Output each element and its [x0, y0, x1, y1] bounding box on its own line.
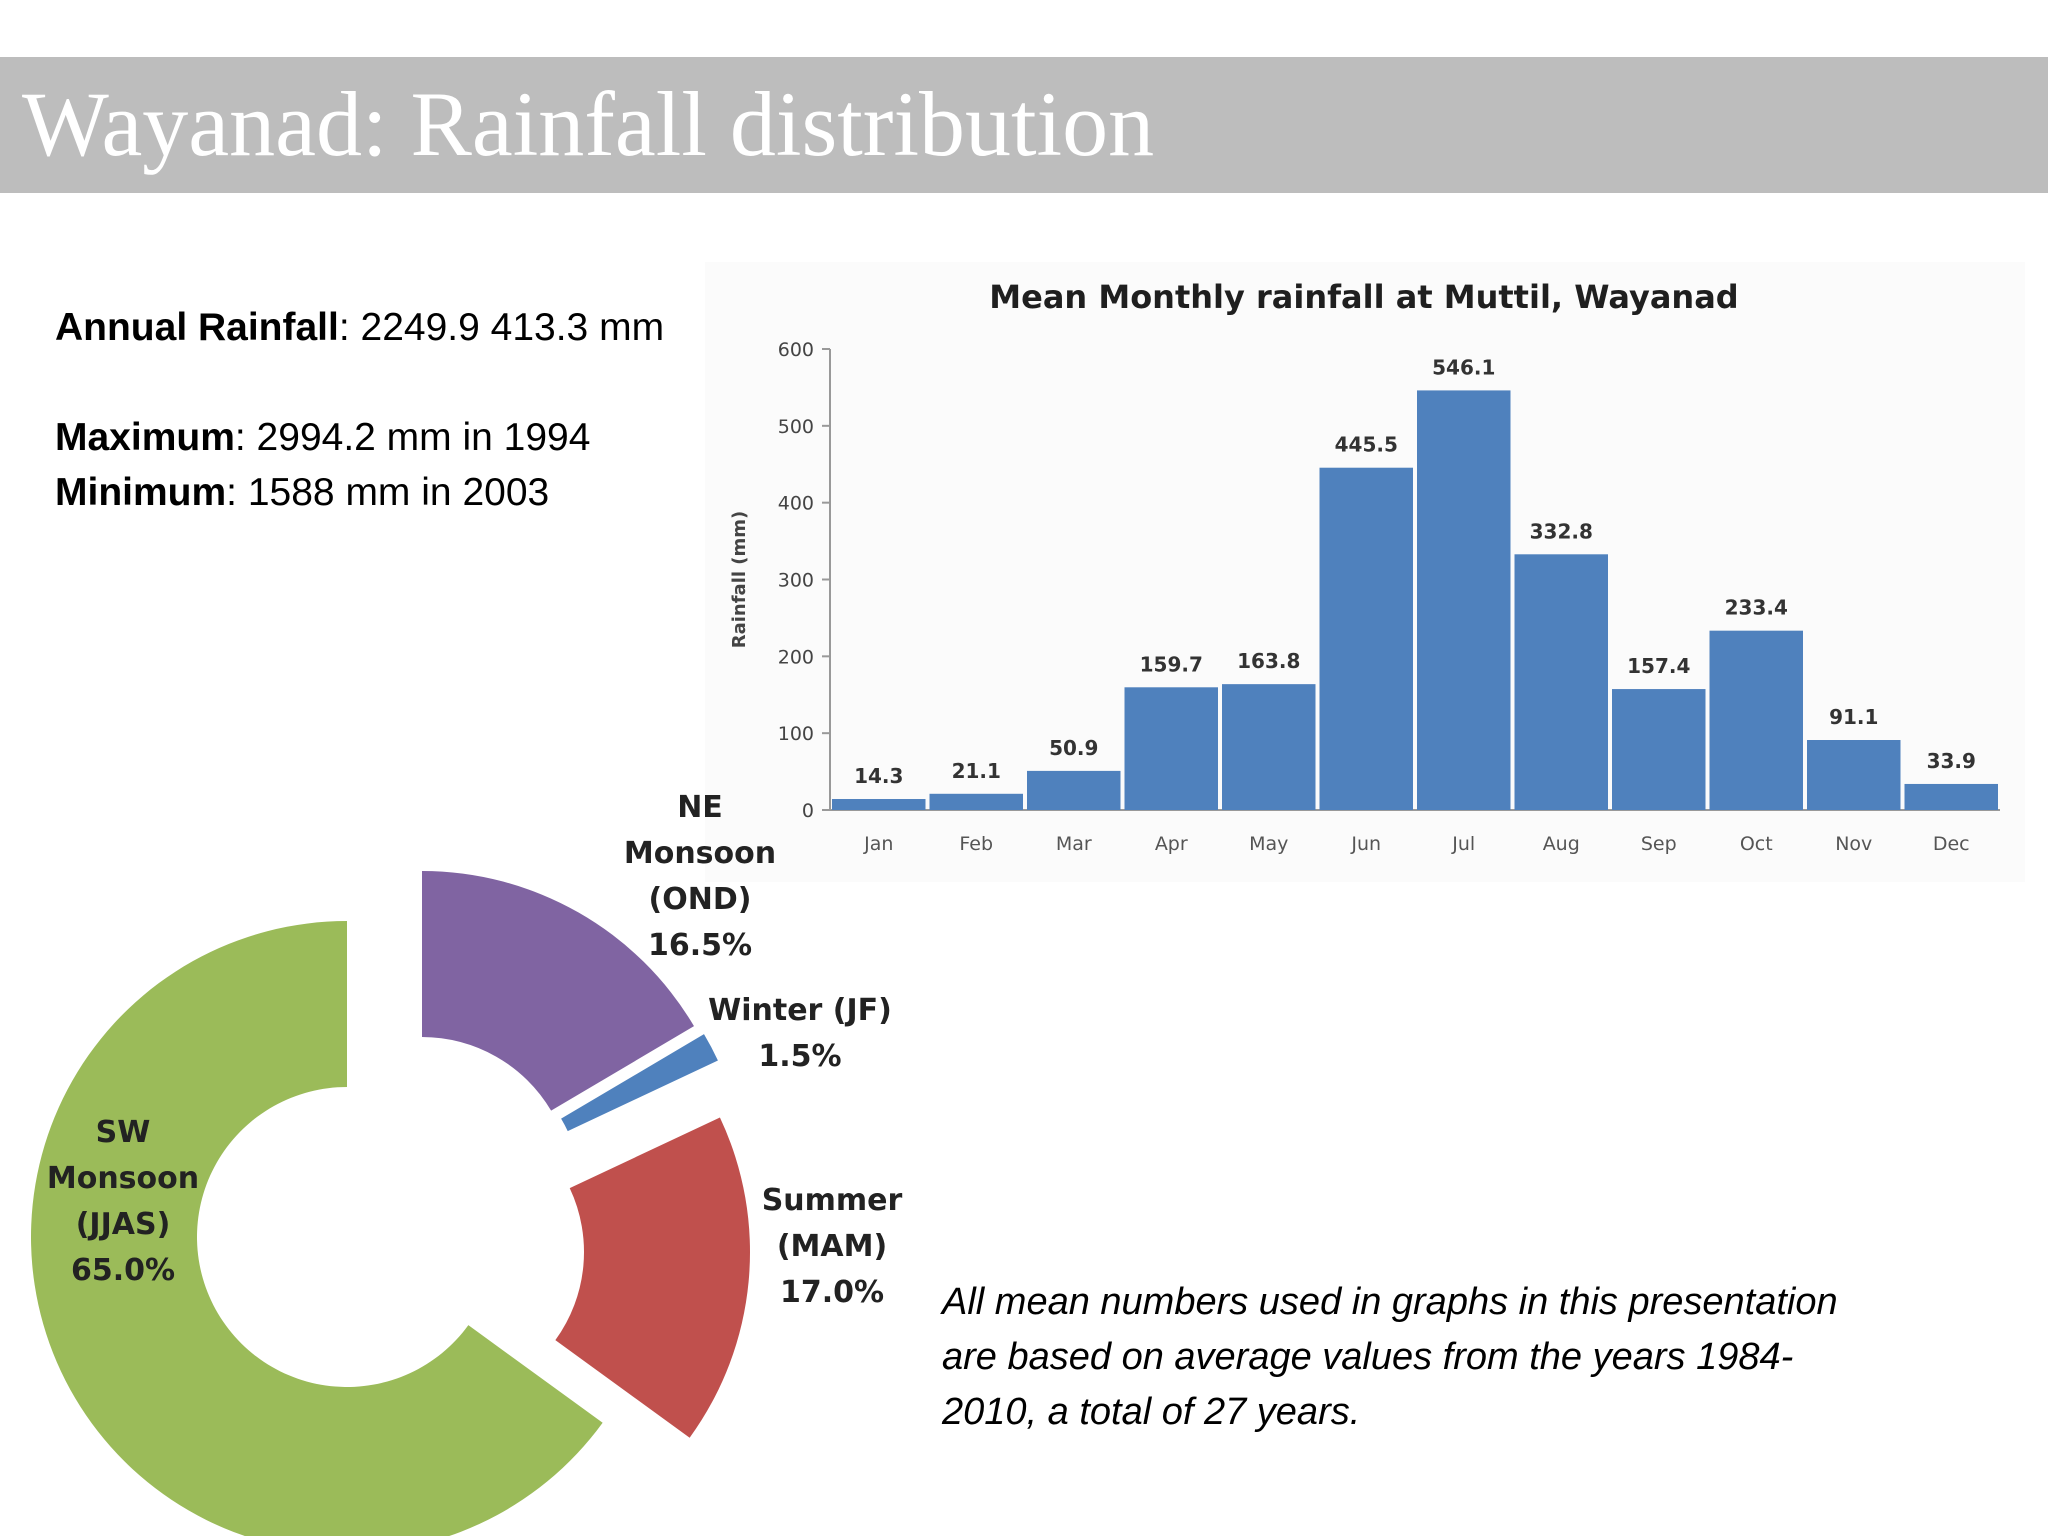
annual-rainfall-row: Annual Rainfall: 2249.9 413.3 mm	[55, 300, 664, 355]
slice-label-2: 1.5%	[758, 1039, 841, 1074]
slice-label-3: (MAM)	[777, 1229, 887, 1264]
title-bar: Wayanad: Rainfall distribution	[0, 57, 2048, 193]
bar-chart-panel: Mean Monthly rainfall at Muttil, Wayanad…	[705, 262, 2025, 882]
minimum-row: Minimum: 1588 mm in 2003	[55, 465, 664, 520]
slice-label-3: 17.0%	[780, 1275, 884, 1310]
y-tick-label: 300	[778, 570, 814, 592]
seasonal-rainfall-donut-chart: NE Monsoon (OND) 16.5% Winter (JF) 1.5% Summer…	[31, 790, 903, 1536]
donut-slice-1	[422, 871, 694, 1111]
footnote-line-1: All mean numbers used in graphs in this …	[942, 1281, 1838, 1323]
minimum-value: : 1588 mm in 2003	[226, 471, 550, 514]
x-tick-label: Nov	[1835, 833, 1872, 855]
slice-label-3: Summer	[762, 1183, 903, 1218]
rainfall-stats: Annual Rainfall: 2249.9 413.3 mm Maximum…	[55, 300, 664, 520]
data-label: 50.9	[1049, 736, 1098, 760]
slice-label-4: (JJAS)	[76, 1207, 171, 1242]
y-tick-label: 400	[778, 493, 814, 515]
footnote: All mean numbers used in graphs in this …	[942, 1275, 2022, 1440]
x-tick-label: Jul	[1451, 833, 1475, 855]
data-label: 332.8	[1530, 519, 1593, 543]
x-tick-label: Feb	[959, 833, 993, 855]
bar-dec	[1904, 783, 1998, 810]
annual-rainfall-value: : 2249.9 413.3 mm	[338, 306, 665, 349]
y-tick-label: 100	[778, 723, 814, 745]
x-tick-label: Mar	[1056, 833, 1092, 855]
x-tick-label: Jan	[863, 833, 893, 855]
slice-label-4: Monsoon	[47, 1161, 199, 1196]
slice-label-1: 16.5%	[648, 928, 752, 963]
bar-apr	[1124, 687, 1218, 810]
data-label: 33.9	[1927, 749, 1976, 773]
slice-label-1: Monsoon	[624, 836, 776, 871]
bar-nov	[1807, 740, 1901, 810]
donut-slice-4	[31, 921, 603, 1536]
y-tick-label: 500	[778, 416, 814, 438]
chart-title: Mean Monthly rainfall at Muttil, Wayanad	[989, 278, 1738, 316]
y-axis-label: Rainfall (mm)	[729, 511, 750, 649]
bar-jun	[1319, 467, 1413, 810]
data-label: 445.5	[1335, 433, 1398, 457]
y-tick-label: 0	[802, 800, 814, 822]
footnote-line-2: are based on average values from the yea…	[942, 1336, 1794, 1378]
x-tick-label: Dec	[1933, 833, 1970, 855]
slice-label-1: (OND)	[649, 882, 752, 917]
data-label: 546.1	[1432, 355, 1495, 379]
data-label: 21.1	[952, 759, 1001, 783]
donut-slice-3	[555, 1117, 751, 1438]
slice-label-2: Winter (JF)	[708, 993, 892, 1028]
data-label: 14.3	[854, 764, 903, 788]
x-tick-label: Aug	[1543, 833, 1580, 855]
y-tick-label: 200	[778, 646, 814, 668]
data-label: 233.4	[1725, 596, 1788, 620]
bar-oct	[1709, 630, 1803, 810]
x-tick-label: Apr	[1155, 833, 1188, 855]
bar-feb	[929, 793, 1023, 810]
bar-aug	[1514, 554, 1608, 810]
bar-jan	[832, 799, 926, 810]
maximum-value: : 2994.2 mm in 1994	[234, 416, 591, 459]
x-tick-label: Oct	[1740, 833, 1773, 855]
x-tick-label: May	[1249, 833, 1288, 855]
donut-slice-2	[561, 1034, 718, 1132]
bar-may	[1222, 684, 1316, 810]
maximum-row: Maximum: 2994.2 mm in 1994	[55, 410, 664, 465]
bar-mar	[1027, 770, 1121, 810]
data-label: 91.1	[1829, 705, 1878, 729]
annual-rainfall-label: Annual Rainfall	[55, 306, 339, 349]
data-label: 163.8	[1237, 649, 1300, 673]
maximum-label: Maximum	[55, 416, 235, 459]
slice-label-4: 65.0%	[71, 1253, 175, 1288]
footnote-line-3: 2010, a total of 27 years.	[942, 1391, 1361, 1433]
data-label: 159.7	[1140, 652, 1203, 676]
slice-label-4: SW	[96, 1115, 151, 1150]
data-label: 157.4	[1627, 654, 1690, 678]
slice-label-1: NE	[677, 790, 723, 825]
y-tick-label: 600	[778, 339, 814, 361]
monthly-rainfall-bar-chart: Mean Monthly rainfall at Muttil, Wayanad…	[729, 278, 2000, 855]
bar-jul	[1417, 390, 1511, 810]
x-tick-label: Sep	[1641, 833, 1677, 855]
minimum-label: Minimum	[55, 471, 227, 514]
x-tick-label: Jun	[1350, 833, 1381, 855]
bar-sep	[1612, 689, 1706, 810]
slide-title: Wayanad: Rainfall distribution	[22, 73, 1155, 175]
